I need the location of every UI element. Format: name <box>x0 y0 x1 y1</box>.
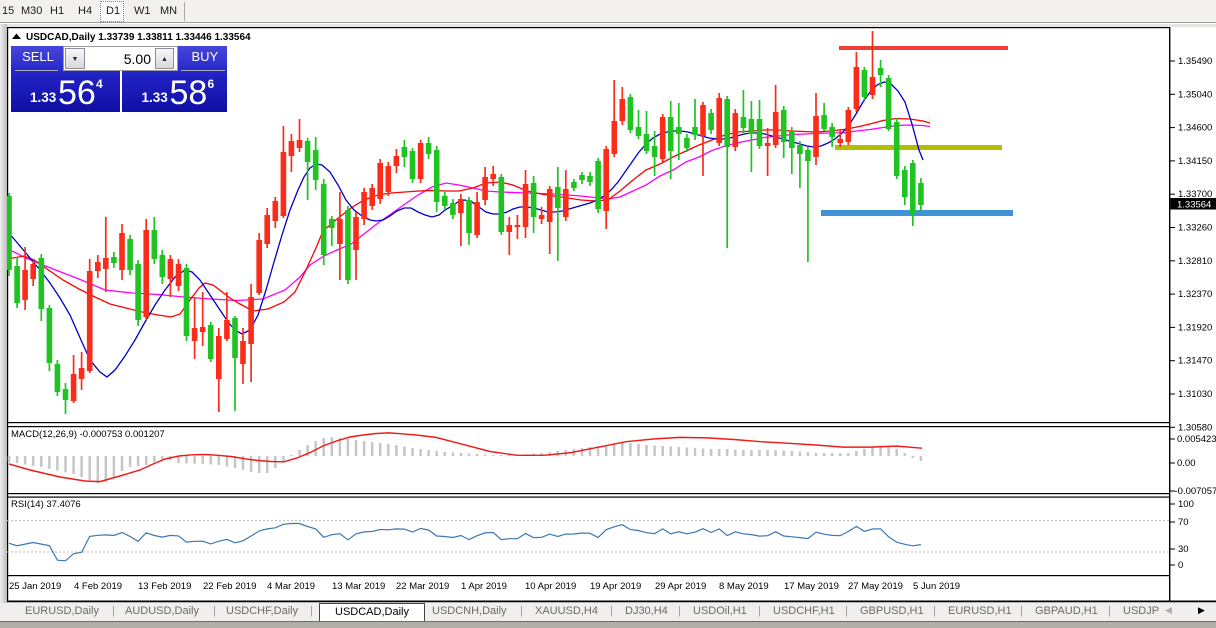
svg-text:8 May 2019: 8 May 2019 <box>719 581 769 592</box>
svg-text:19 Apr 2019: 19 Apr 2019 <box>590 581 641 592</box>
svg-text:30: 30 <box>1178 544 1189 555</box>
svg-text:1.30580: 1.30580 <box>1178 422 1212 433</box>
svg-text:1.33260: 1.33260 <box>1178 223 1212 234</box>
svg-text:25 Jan 2019: 25 Jan 2019 <box>9 581 61 592</box>
svg-text:5 Jun 2019: 5 Jun 2019 <box>913 581 960 592</box>
svg-text:0: 0 <box>1178 560 1183 571</box>
svg-text:1.34600: 1.34600 <box>1178 123 1212 134</box>
svg-text:4 Feb 2019: 4 Feb 2019 <box>74 581 122 592</box>
svg-text:-0.007057: -0.007057 <box>1175 486 1216 497</box>
svg-text:1.31030: 1.31030 <box>1178 389 1212 400</box>
svg-text:1.33564: 1.33564 <box>1177 200 1211 211</box>
svg-text:0.005423: 0.005423 <box>1177 434 1216 445</box>
svg-text:17 May 2019: 17 May 2019 <box>784 581 839 592</box>
svg-text:1 Apr 2019: 1 Apr 2019 <box>461 581 507 592</box>
svg-text:13 Feb 2019: 13 Feb 2019 <box>138 581 191 592</box>
svg-text:RSI(14) 37.4076: RSI(14) 37.4076 <box>11 499 81 510</box>
svg-text:70: 70 <box>1178 517 1189 528</box>
svg-text:1.31470: 1.31470 <box>1178 356 1212 367</box>
svg-text:1.31920: 1.31920 <box>1178 322 1212 333</box>
svg-text:29 Apr 2019: 29 Apr 2019 <box>655 581 706 592</box>
svg-text:0.00: 0.00 <box>1177 458 1196 469</box>
svg-text:4 Mar 2019: 4 Mar 2019 <box>267 581 315 592</box>
svg-text:22 Mar 2019: 22 Mar 2019 <box>396 581 449 592</box>
svg-text:1.35490: 1.35490 <box>1178 56 1212 67</box>
svg-text:10 Apr 2019: 10 Apr 2019 <box>525 581 576 592</box>
svg-text:22 Feb 2019: 22 Feb 2019 <box>203 581 256 592</box>
svg-text:1.35040: 1.35040 <box>1178 89 1212 100</box>
svg-text:100: 100 <box>1178 499 1194 510</box>
svg-text:1.32370: 1.32370 <box>1178 289 1212 300</box>
svg-text:13 Mar 2019: 13 Mar 2019 <box>332 581 385 592</box>
svg-text:27 May 2019: 27 May 2019 <box>848 581 903 592</box>
svg-text:1.32810: 1.32810 <box>1178 256 1212 267</box>
svg-text:1.33700: 1.33700 <box>1178 189 1212 200</box>
svg-text:1.34150: 1.34150 <box>1178 156 1212 167</box>
svg-text:MACD(12,26,9) -0.000753 0.0012: MACD(12,26,9) -0.000753 0.001207 <box>11 429 165 440</box>
svg-text:USDCAD,Daily 1.33739 1.33811: USDCAD,Daily 1.33739 1.33811 1.33446 1.3… <box>26 32 251 43</box>
